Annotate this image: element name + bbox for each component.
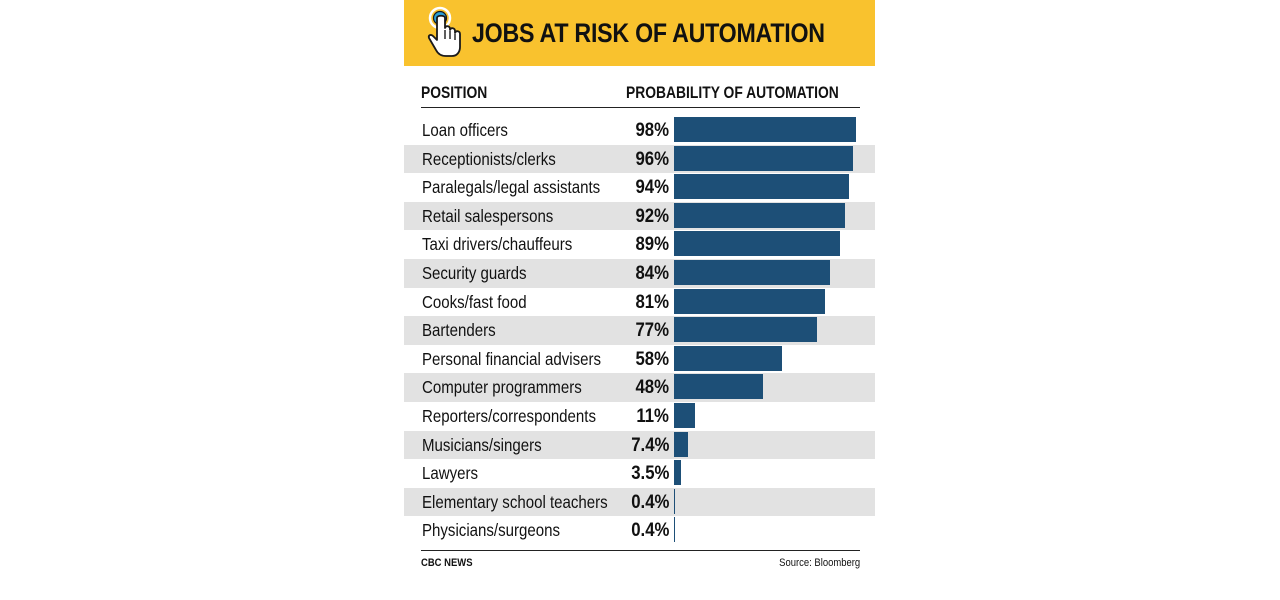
bar bbox=[674, 402, 695, 428]
value-label: 96% bbox=[635, 147, 669, 170]
value-label: 81% bbox=[635, 290, 669, 313]
value-label: 94% bbox=[635, 176, 669, 199]
bar bbox=[674, 460, 681, 486]
table-row: Cooks/fast food 81% bbox=[404, 288, 875, 317]
value-label: 0.4% bbox=[630, 490, 669, 513]
bar-rows: Loan officers 98% Receptionists/clerks 96% P… bbox=[404, 116, 875, 545]
category-label: Elementary school teachers bbox=[422, 491, 608, 512]
header-divider bbox=[421, 107, 860, 108]
category-label: Taxi drivers/chauffeurs bbox=[422, 234, 573, 255]
footer-divider bbox=[421, 550, 860, 551]
table-row: Physicians/surgeons 0.4% bbox=[404, 516, 875, 545]
bar bbox=[674, 431, 688, 457]
category-label: Bartenders bbox=[422, 320, 496, 341]
bar bbox=[674, 488, 675, 514]
table-row: Elementary school teachers 0.4% bbox=[404, 487, 875, 517]
bar bbox=[674, 317, 818, 343]
bar bbox=[674, 117, 857, 142]
table-row: Personal financial advisers 58% bbox=[404, 345, 875, 374]
value-label: 3.5% bbox=[630, 462, 669, 485]
category-label: Loan officers bbox=[422, 120, 508, 140]
table-row: Paralegals/legal assistants 94% bbox=[404, 173, 875, 202]
footer-credit: CBC NEWS bbox=[421, 557, 473, 569]
table-row: Musicians/singers 7.4% bbox=[404, 430, 875, 460]
value-label: 77% bbox=[635, 319, 669, 342]
pointing-hand-touch-icon bbox=[427, 6, 461, 57]
table-row: Security guards 84% bbox=[404, 258, 875, 288]
column-header-position: POSITION bbox=[421, 84, 488, 102]
category-label: Security guards bbox=[422, 262, 527, 283]
table-row: Taxi drivers/chauffeurs 89% bbox=[404, 230, 875, 259]
bar bbox=[674, 174, 849, 200]
bar bbox=[674, 345, 782, 371]
table-row: Lawyers 3.5% bbox=[404, 459, 875, 488]
category-label: Retail salespersons bbox=[422, 205, 554, 226]
value-label: 58% bbox=[635, 347, 669, 370]
category-label: Reporters/correspondents bbox=[422, 405, 597, 426]
table-row: Bartenders 77% bbox=[404, 316, 875, 345]
value-label: 7.4% bbox=[630, 433, 669, 456]
column-header-probability: PROBABILITY OF AUTOMATION bbox=[626, 84, 839, 102]
category-label: Personal financial advisers bbox=[422, 348, 602, 369]
table-row: Reporters/correspondents 11% bbox=[404, 402, 875, 431]
chart-title: JOBS AT RISK OF AUTOMATION bbox=[472, 18, 825, 48]
table-row: Receptionists/clerks 96% bbox=[404, 144, 875, 174]
infographic-card: JOBS AT RISK OF AUTOMATION POSITION PROB… bbox=[404, 0, 875, 600]
bar bbox=[674, 145, 853, 171]
category-label: Paralegals/legal assistants bbox=[422, 177, 601, 198]
bar bbox=[674, 288, 825, 314]
table-row: Loan officers 98% bbox=[404, 116, 875, 145]
value-label: 92% bbox=[635, 204, 669, 227]
bar bbox=[674, 374, 764, 400]
bar bbox=[674, 259, 831, 285]
category-label: Computer programmers bbox=[422, 377, 582, 398]
category-label: Lawyers bbox=[422, 463, 479, 484]
value-label: 0.4% bbox=[630, 519, 669, 542]
footer-source: Source: Bloomberg bbox=[779, 557, 860, 569]
category-label: Physicians/surgeons bbox=[422, 520, 561, 541]
value-label: 84% bbox=[635, 261, 669, 284]
value-label: 98% bbox=[635, 119, 669, 141]
bar bbox=[674, 517, 675, 543]
bar bbox=[674, 202, 846, 228]
category-label: Cooks/fast food bbox=[422, 291, 527, 312]
category-label: Musicians/singers bbox=[422, 434, 542, 455]
category-label: Receptionists/clerks bbox=[422, 148, 556, 169]
table-row: Retail salespersons 92% bbox=[404, 201, 875, 231]
title-banner: JOBS AT RISK OF AUTOMATION bbox=[404, 0, 875, 66]
value-label: 48% bbox=[635, 376, 669, 399]
table-row: Computer programmers 48% bbox=[404, 373, 875, 402]
bar bbox=[674, 231, 840, 257]
value-label: 89% bbox=[635, 233, 669, 256]
value-label: 11% bbox=[636, 404, 669, 427]
